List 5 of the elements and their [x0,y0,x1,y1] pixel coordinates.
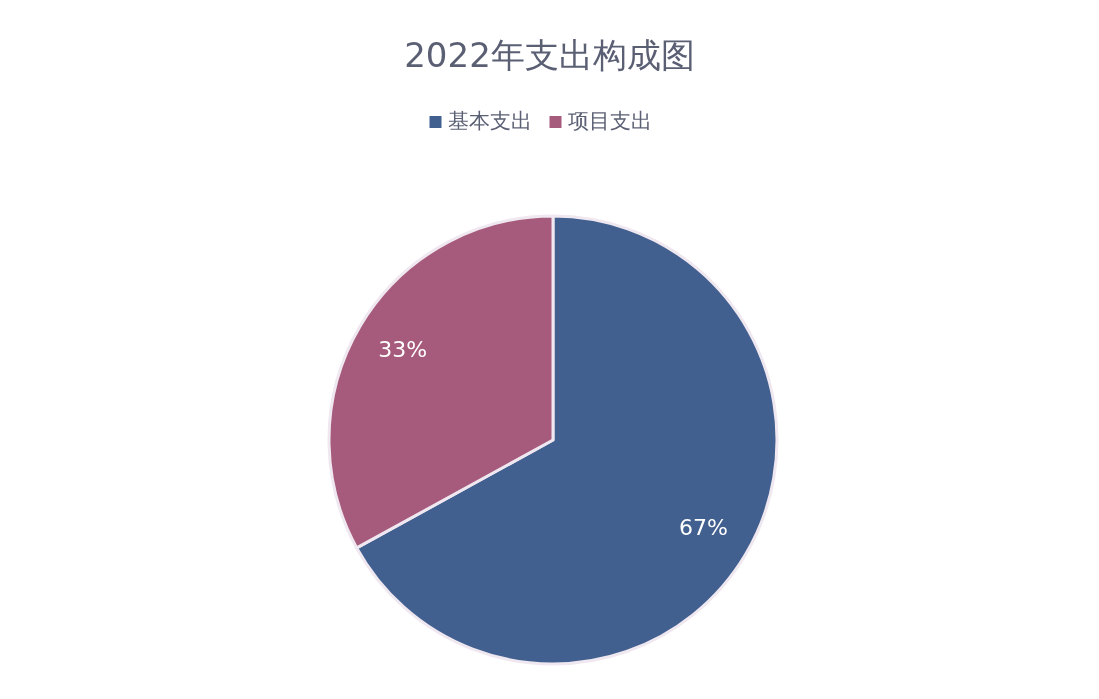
data-label: 67% [678,514,728,540]
legend-label: 项目支出 [567,109,652,133]
chart-title: 2022年支出构成图 [404,34,695,75]
legend-label: 基本支出 [447,109,532,133]
data-label: 33% [378,337,428,363]
